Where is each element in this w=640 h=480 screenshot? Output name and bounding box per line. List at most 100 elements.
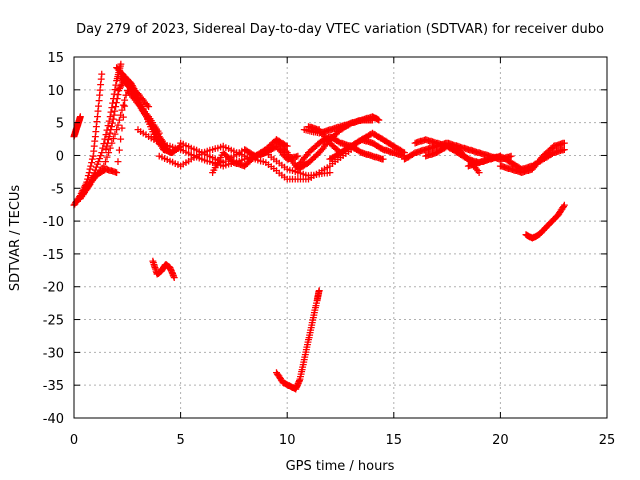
data-point: +	[474, 156, 483, 169]
data-point: +	[279, 141, 288, 154]
data-point: +	[444, 140, 453, 153]
data-point: +	[94, 94, 103, 107]
data-point: +	[275, 135, 284, 148]
data-point: +	[465, 154, 474, 167]
data-point: +	[78, 188, 87, 201]
data-point: +	[120, 72, 129, 85]
data-point: +	[144, 115, 153, 128]
data-point: +	[453, 146, 462, 159]
data-point: +	[453, 143, 462, 156]
data-point: +	[179, 144, 188, 157]
data-point: +	[235, 158, 244, 171]
data-point: +	[150, 261, 159, 274]
data-point: +	[538, 153, 547, 166]
data-point: +	[446, 142, 455, 155]
data-point: +	[203, 145, 212, 158]
data-point: +	[126, 76, 135, 89]
data-point: +	[320, 163, 329, 176]
data-point: +	[345, 139, 354, 152]
data-point: +	[129, 87, 138, 100]
data-point: +	[466, 154, 475, 167]
data-point: +	[296, 172, 305, 185]
data-point: +	[216, 155, 225, 168]
data-point: +	[155, 266, 164, 279]
data-point: +	[441, 137, 450, 150]
data-point: +	[293, 149, 302, 162]
data-point: +	[285, 152, 294, 165]
data-point: +	[244, 156, 253, 169]
data-point: +	[393, 142, 402, 155]
data-point: +	[109, 165, 118, 178]
data-point: +	[277, 140, 286, 153]
data-point: +	[277, 158, 286, 171]
data-point: +	[75, 190, 84, 203]
data-point: +	[224, 153, 233, 166]
data-point: +	[468, 158, 477, 171]
data-point: +	[132, 93, 141, 106]
data-point: +	[72, 195, 81, 208]
data-point: +	[126, 82, 135, 95]
data-point: +	[253, 149, 262, 162]
data-point: +	[209, 163, 218, 176]
data-point: +	[133, 123, 142, 136]
data-point: +	[176, 143, 185, 156]
data-point: +	[240, 149, 249, 162]
data-point: +	[76, 189, 85, 202]
data-point: +	[297, 160, 306, 173]
data-point: +	[341, 138, 350, 151]
data-point: +	[425, 134, 434, 147]
data-point: +	[154, 266, 163, 279]
data-point: +	[557, 204, 566, 217]
data-point: +	[476, 156, 485, 169]
data-point: +	[368, 113, 377, 126]
data-point: +	[425, 142, 434, 155]
data-point: +	[307, 144, 316, 157]
data-point: +	[462, 142, 471, 155]
data-point: +	[124, 74, 133, 87]
data-point: +	[94, 155, 103, 168]
data-point: +	[516, 165, 525, 178]
data-point: +	[152, 266, 161, 279]
data-point: +	[103, 136, 112, 149]
data-point: +	[474, 146, 483, 159]
data-point: +	[137, 101, 146, 114]
data-point: +	[383, 136, 392, 149]
data-point: +	[123, 78, 132, 91]
y-tick-label: -35	[43, 379, 64, 394]
data-point: +	[163, 139, 172, 152]
data-point: +	[351, 142, 360, 155]
data-point: +	[365, 149, 374, 162]
data-point: +	[132, 95, 141, 108]
data-point: +	[465, 153, 474, 166]
data-point: +	[133, 95, 142, 108]
data-point: +	[348, 116, 357, 129]
data-point: +	[74, 114, 83, 127]
data-point: +	[168, 140, 177, 153]
data-point: +	[434, 145, 443, 158]
data-point: +	[82, 182, 91, 195]
data-point: +	[232, 157, 241, 170]
data-point: +	[288, 172, 297, 185]
data-point: +	[357, 146, 366, 159]
data-point: +	[510, 158, 519, 171]
data-point: +	[129, 82, 138, 95]
data-point: +	[361, 131, 370, 144]
data-point: +	[281, 139, 290, 152]
data-point: +	[292, 161, 301, 174]
data-point: +	[144, 115, 153, 128]
series-arc-mid-3: ++++++++++++++++++++++++++++++++++++++++…	[176, 133, 292, 169]
data-point: +	[215, 154, 224, 167]
data-point: +	[181, 156, 190, 169]
x-tick-label: 25	[599, 433, 616, 448]
data-point: +	[341, 143, 350, 156]
data-point: +	[345, 117, 354, 130]
data-point: +	[167, 146, 176, 159]
data-point: +	[337, 137, 346, 150]
data-point: +	[143, 99, 152, 112]
data-point: +	[329, 140, 338, 153]
data-point: +	[299, 355, 308, 368]
data-point: +	[337, 145, 346, 158]
data-point: +	[197, 153, 206, 166]
data-point: +	[323, 133, 332, 146]
data-point: +	[480, 148, 489, 161]
